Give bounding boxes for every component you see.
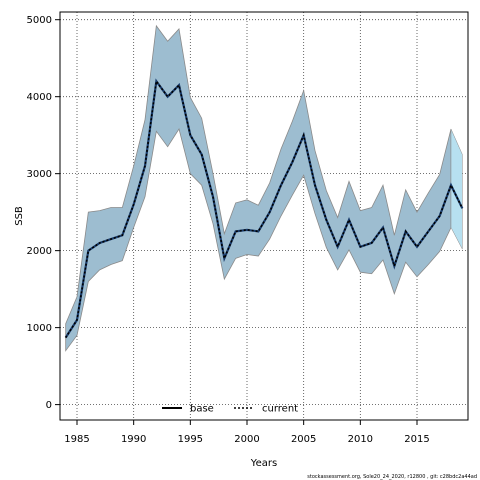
x-tick-label: 2005 — [291, 434, 316, 445]
legend-current-label: current — [262, 404, 298, 415]
y-tick-label: 0 — [46, 400, 52, 411]
x-tick-label: 2000 — [234, 434, 259, 445]
y-tick-label: 1000 — [27, 323, 52, 334]
y-tick-label: 3000 — [27, 169, 52, 180]
projection-band — [450, 128, 463, 250]
y-tick-label: 5000 — [27, 15, 52, 26]
y-axis-ticks: 0 1000 2000 3000 4000 5000 — [27, 15, 60, 411]
x-tick-label: 1990 — [121, 434, 146, 445]
series-lines — [64, 78, 464, 339]
series-line-current — [64, 79, 464, 339]
x-tick-label: 2015 — [404, 434, 429, 445]
y-tick-label: 2000 — [27, 246, 52, 257]
x-axis-label: Years — [250, 458, 277, 469]
legend-base-label: base — [190, 404, 214, 415]
plot-frame — [59, 11, 469, 421]
x-tick-label: 2010 — [348, 434, 373, 445]
confidence-band — [65, 24, 452, 352]
x-axis-ticks: 1985 1990 1995 2000 2005 2010 2015 — [64, 420, 430, 445]
y-tick-label: 4000 — [27, 92, 52, 103]
y-axis-label: SSB — [14, 206, 25, 226]
confidence-bands — [65, 24, 463, 352]
x-tick-label: 1985 — [64, 434, 89, 445]
x-tick-label: 1995 — [178, 434, 203, 445]
legend: base current — [162, 404, 298, 415]
footer-credit: stockassessment.org, Sole20_24_2020, r12… — [307, 474, 477, 480]
